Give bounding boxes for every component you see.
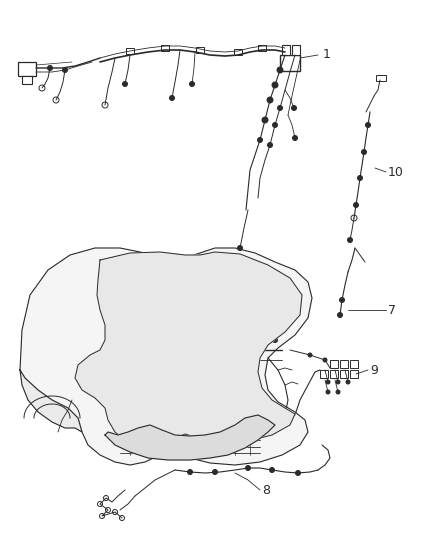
Circle shape — [183, 256, 187, 260]
Bar — [234, 49, 242, 55]
Polygon shape — [20, 248, 312, 465]
Circle shape — [336, 390, 340, 394]
Bar — [330, 370, 338, 378]
Text: 7: 7 — [388, 303, 396, 317]
Circle shape — [138, 263, 142, 267]
Circle shape — [353, 203, 358, 207]
Circle shape — [187, 470, 192, 474]
Circle shape — [246, 465, 251, 471]
Circle shape — [365, 123, 371, 127]
Bar — [282, 45, 290, 55]
Circle shape — [339, 297, 345, 303]
Circle shape — [123, 82, 127, 86]
Circle shape — [273, 270, 277, 274]
Circle shape — [268, 142, 272, 148]
Circle shape — [293, 135, 297, 141]
Circle shape — [272, 82, 278, 88]
Bar — [320, 370, 328, 378]
Circle shape — [262, 117, 268, 123]
Circle shape — [128, 268, 132, 272]
Circle shape — [212, 470, 218, 474]
Bar — [22, 76, 32, 84]
Circle shape — [267, 97, 273, 103]
Polygon shape — [75, 252, 302, 445]
Circle shape — [113, 278, 117, 282]
Bar — [340, 360, 348, 368]
Bar — [18, 62, 36, 76]
Bar — [350, 370, 358, 378]
Circle shape — [346, 380, 350, 384]
Text: 8: 8 — [262, 483, 270, 497]
Bar — [292, 45, 300, 55]
Circle shape — [347, 238, 353, 243]
Circle shape — [323, 358, 327, 362]
Polygon shape — [20, 370, 82, 432]
Circle shape — [63, 68, 67, 72]
Circle shape — [47, 66, 53, 70]
Bar — [376, 75, 386, 81]
Circle shape — [170, 95, 174, 101]
Text: 1: 1 — [323, 49, 331, 61]
Circle shape — [308, 353, 312, 357]
Circle shape — [338, 312, 343, 318]
Bar — [126, 48, 134, 54]
Circle shape — [258, 138, 262, 142]
Bar — [280, 55, 300, 71]
Text: 10: 10 — [388, 166, 404, 179]
Polygon shape — [105, 415, 275, 460]
Bar — [350, 360, 358, 368]
Circle shape — [243, 258, 247, 262]
Circle shape — [361, 149, 367, 155]
Circle shape — [326, 380, 330, 384]
Bar — [196, 47, 204, 53]
Circle shape — [269, 467, 275, 472]
Circle shape — [272, 123, 278, 127]
Circle shape — [326, 390, 330, 394]
Circle shape — [190, 82, 194, 86]
Circle shape — [272, 337, 278, 343]
Circle shape — [237, 246, 243, 251]
Circle shape — [336, 380, 340, 384]
Circle shape — [277, 67, 283, 73]
Bar — [330, 360, 338, 368]
Bar — [258, 45, 266, 51]
Bar — [340, 370, 348, 378]
Circle shape — [357, 175, 363, 181]
Bar — [161, 45, 169, 51]
Circle shape — [292, 106, 297, 110]
Circle shape — [278, 106, 283, 110]
Circle shape — [296, 471, 300, 475]
Text: 9: 9 — [370, 364, 378, 376]
